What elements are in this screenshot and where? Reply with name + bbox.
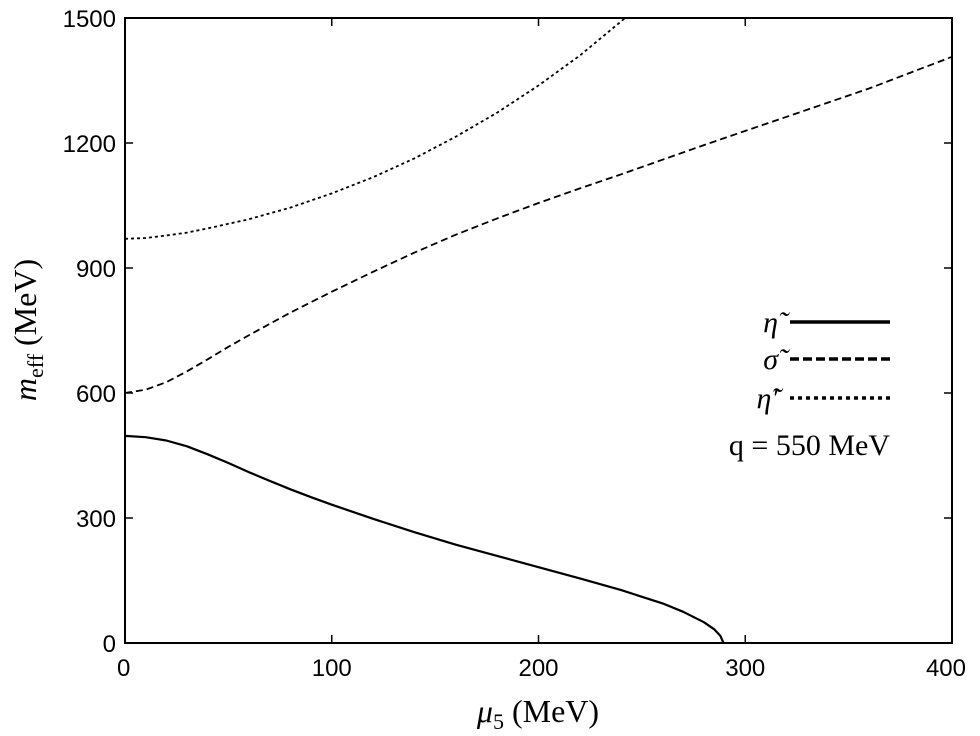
x-tick-label: 200 xyxy=(518,655,558,682)
x-axis-label: μ5 (MeV) xyxy=(476,693,599,734)
series-line-dotted xyxy=(124,17,626,240)
legend-label: σ̃ xyxy=(763,343,790,376)
y-tick-label: 300 xyxy=(76,506,116,533)
annotation-label: q = 550 MeV xyxy=(729,429,890,462)
y-tick-label: 600 xyxy=(76,381,116,408)
series-line-solid xyxy=(124,434,725,644)
axis-ticks: 0 100 200 300 400 0 300 600 900 1200 1500 xyxy=(63,6,966,682)
legend-label: η̃′ xyxy=(757,382,784,415)
x-tick-label: 400 xyxy=(926,655,966,682)
series-layer xyxy=(124,17,953,644)
y-tick-label: 1500 xyxy=(63,6,116,33)
x-tick-label: 100 xyxy=(312,655,352,682)
x-tick-label: 300 xyxy=(725,655,765,682)
y-tick-label: 0 xyxy=(103,631,116,658)
y-tick-label: 900 xyxy=(76,256,116,283)
y-axis-label: meff (MeV) xyxy=(7,259,48,401)
legend: η̃ σ̃ η̃′ xyxy=(757,306,890,415)
legend-label: η̃ xyxy=(763,306,790,339)
y-tick-label: 1200 xyxy=(63,131,116,158)
plot-frame xyxy=(124,17,953,644)
series-line-dashed xyxy=(124,55,953,394)
x-tick-label: 0 xyxy=(117,655,130,682)
